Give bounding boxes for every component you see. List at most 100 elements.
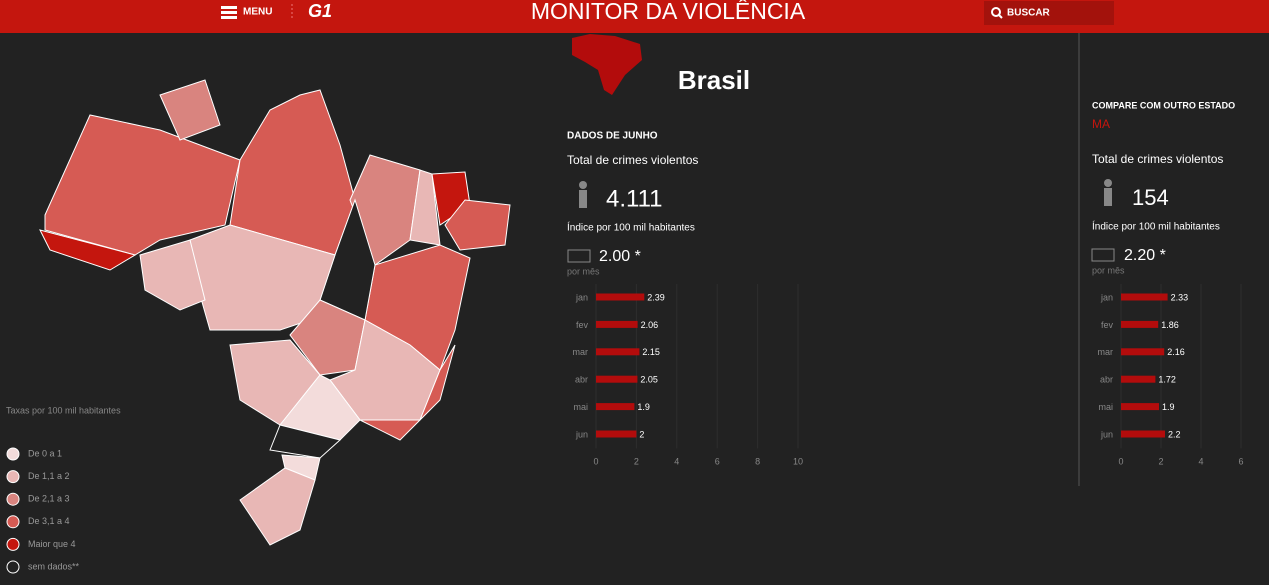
x-tick-label: 10 (793, 456, 803, 466)
category-label: abr (575, 375, 588, 385)
bar-chart: 0 2 4 6 jan 2.33 fev 1.86 mar 2.16 abr 1.72 mai 1.9 ju… (1098, 284, 1244, 466)
region-name: Brasil (678, 65, 750, 95)
person-icon (1104, 188, 1112, 206)
state[interactable] (269, 424, 342, 459)
x-tick-label: 6 (1238, 456, 1243, 466)
search-label[interactable]: BUSCAR (1007, 8, 1051, 19)
value-label: 2.15 (642, 347, 660, 357)
state[interactable] (444, 199, 511, 251)
x-tick-label: 4 (1198, 456, 1203, 466)
people-icon (1091, 248, 1115, 262)
category-label: jan (575, 292, 588, 302)
x-tick-label: 4 (674, 456, 679, 466)
person-icon (579, 181, 587, 189)
total-value: 154 (1132, 185, 1169, 210)
legend-swatch (6, 560, 20, 574)
legend-swatch (6, 515, 20, 529)
legend-label: De 2,1 a 3 (28, 494, 70, 504)
search-icon (991, 7, 1001, 17)
x-tick-label: 0 (593, 456, 598, 466)
value-label: 2.2 (1168, 429, 1181, 439)
state[interactable] (44, 114, 241, 256)
compare-state[interactable]: MA (1092, 117, 1110, 131)
bar (596, 403, 635, 411)
bar (1121, 293, 1168, 301)
menu-icon (221, 11, 237, 14)
category-label: jan (1100, 292, 1113, 302)
total-label: Total de crimes violentos (1092, 152, 1223, 166)
per-label: por mês (567, 266, 600, 276)
state[interactable] (39, 229, 137, 271)
x-tick-label: 2 (634, 456, 639, 466)
category-label: jun (1100, 429, 1113, 439)
state[interactable] (239, 467, 316, 546)
value-label: 2.06 (641, 320, 659, 330)
category-label: fev (576, 320, 589, 330)
state[interactable] (139, 239, 206, 311)
legend-label: Maior que 4 (28, 539, 76, 549)
legend-label: De 3,1 a 4 (28, 516, 70, 526)
bar (1121, 348, 1165, 356)
bar (1121, 430, 1165, 438)
legend-label: De 1,1 a 2 (28, 471, 70, 481)
value-label: 2.05 (640, 375, 658, 385)
index-label: Índice por 100 mil habitantes (567, 221, 695, 234)
index-value: 2.00 * (599, 248, 641, 265)
category-label: mai (573, 402, 588, 412)
menu-button[interactable]: MENU (221, 6, 272, 19)
legend-swatch (6, 492, 20, 506)
person-icon (579, 190, 587, 208)
legend: De 0 a 1 De 1,1 a 2 De 2,1 a 3 De 3,1 a 4 Ma… (6, 447, 80, 574)
legend-label: De 0 a 1 (28, 448, 62, 458)
value-label: 2 (639, 429, 644, 439)
value-label: 1.9 (1162, 402, 1175, 412)
person-icon (1104, 179, 1112, 187)
state[interactable] (359, 344, 456, 441)
menu-label[interactable]: MENU (243, 7, 272, 18)
legend-swatch (6, 470, 20, 484)
search-icon (998, 14, 1003, 19)
category-label: mai (1098, 402, 1113, 412)
bar (1121, 375, 1156, 383)
value-label: 1.86 (1161, 320, 1179, 330)
people-icon (567, 249, 591, 263)
index-label: Índice por 100 mil habitantes (1092, 220, 1220, 233)
x-tick-label: 0 (1118, 456, 1123, 466)
bar (596, 293, 645, 301)
category-label: abr (1100, 375, 1113, 385)
category-label: mar (573, 347, 589, 357)
category-label: jun (575, 429, 588, 439)
state[interactable] (159, 79, 221, 141)
total-value: 4.111 (606, 185, 663, 212)
bar (596, 320, 638, 328)
value-label: 1.72 (1158, 375, 1176, 385)
index-value: 2.20 * (1124, 247, 1166, 264)
search-box[interactable] (984, 1, 1114, 25)
x-tick-label: 2 (1158, 456, 1163, 466)
bar (1121, 403, 1159, 411)
menu-icon (221, 6, 237, 9)
site-title: MONITOR DA VIOLÊNCIA (531, 0, 806, 24)
value-label: 1.9 (637, 402, 650, 412)
bar (1121, 320, 1159, 328)
map (39, 79, 511, 546)
logo[interactable]: G1 (308, 1, 332, 21)
bar-chart: 0 2 4 6 8 10 jan 2.39 fev 2.06 mar 2.15 abr 2.05 mai 1.… (573, 284, 803, 466)
per-label: por mês (1092, 265, 1125, 275)
bar (596, 430, 637, 438)
legend-swatch (6, 447, 20, 461)
bar (596, 348, 640, 356)
total-label: Total de crimes violentos (567, 153, 698, 167)
category-label: fev (1101, 320, 1114, 330)
brazil-icon (572, 34, 642, 95)
menu-icon (221, 16, 237, 19)
legend-label: sem dados** (28, 561, 80, 571)
x-tick-label: 6 (715, 456, 720, 466)
period: DADOS DE JUNHO (567, 131, 658, 142)
compare-title: COMPARE COM OUTRO ESTADO (1092, 100, 1235, 110)
x-tick-label: 8 (755, 456, 760, 466)
legend-swatch (6, 537, 20, 551)
value-label: 2.33 (1171, 292, 1189, 302)
